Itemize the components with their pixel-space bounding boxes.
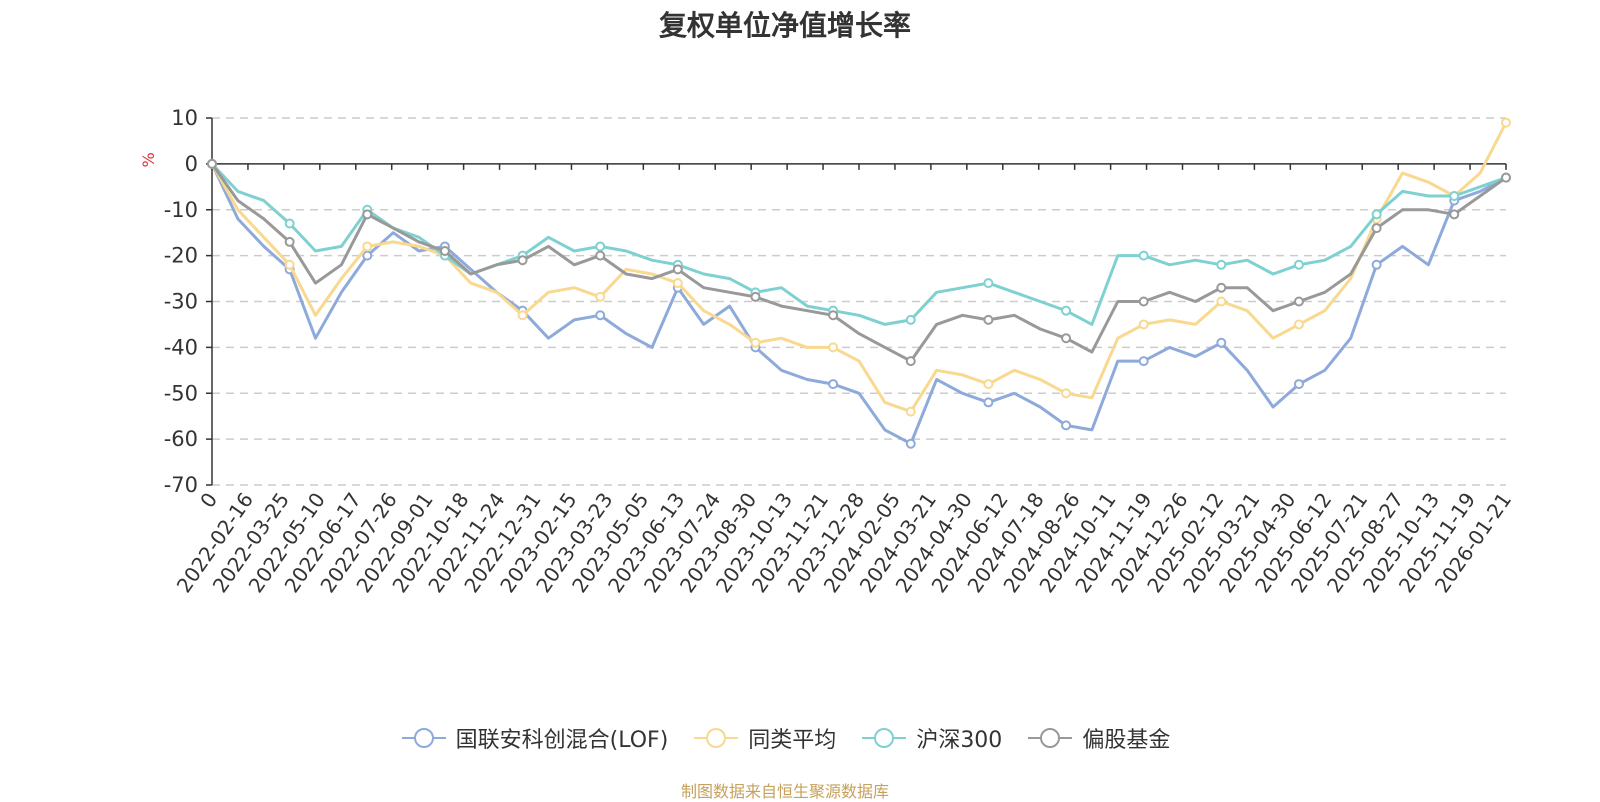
data-point[interactable]: [1216, 337, 1227, 348]
data-point[interactable]: [1216, 282, 1227, 293]
data-point[interactable]: [439, 246, 450, 257]
data-point[interactable]: [905, 356, 916, 367]
y-tick-label: -70: [164, 473, 198, 497]
data-point[interactable]: [983, 314, 994, 325]
data-point[interactable]: [1061, 305, 1072, 316]
y-tick-label: -10: [164, 198, 198, 222]
data-point[interactable]: [828, 379, 839, 390]
source-note: 制图数据来自恒生聚源数据库: [680, 782, 889, 801]
series-line-1[interactable]: [210, 121, 1508, 414]
y-tick-label: -40: [164, 335, 198, 359]
data-point[interactable]: [1293, 259, 1304, 270]
data-point[interactable]: [905, 314, 916, 325]
data-point[interactable]: [750, 337, 761, 348]
legend-label: 沪深300: [916, 728, 1003, 753]
data-point[interactable]: [1371, 209, 1382, 220]
y-tick-label: -30: [164, 290, 198, 314]
legend-item[interactable]: 同类平均: [692, 722, 836, 754]
data-point[interactable]: [1216, 296, 1227, 307]
data-point[interactable]: [595, 291, 606, 302]
data-point[interactable]: [1138, 319, 1149, 330]
data-point[interactable]: [672, 264, 683, 275]
data-point[interactable]: [595, 241, 606, 252]
legend-item[interactable]: 沪深300: [860, 722, 1002, 754]
data-point[interactable]: [517, 255, 528, 266]
data-point[interactable]: [1449, 209, 1460, 220]
data-point[interactable]: [1371, 223, 1382, 234]
series-lines: [207, 117, 1511, 449]
data-point[interactable]: [1061, 420, 1072, 431]
data-point[interactable]: [1501, 172, 1511, 183]
data-point[interactable]: [1138, 296, 1149, 307]
y-axis: 10 0 -10 -20 -30 -40 -50 -60 -70%: [139, 106, 213, 497]
legend-label: 偏股基金: [1082, 728, 1171, 753]
data-point[interactable]: [905, 438, 916, 449]
data-point[interactable]: [828, 310, 839, 321]
chart-title: 复权单位净值增长率: [658, 9, 911, 42]
data-point[interactable]: [1061, 388, 1072, 399]
data-point[interactable]: [362, 250, 373, 261]
grid-lines: [212, 117, 1506, 486]
x-tick-label: 0: [195, 488, 222, 512]
data-point[interactable]: [362, 241, 373, 252]
legend-line-icon: [1028, 728, 1073, 748]
data-point[interactable]: [1293, 319, 1304, 330]
y-axis-label: %: [139, 152, 158, 167]
y-tick-label: 0: [185, 152, 198, 176]
data-point[interactable]: [284, 218, 295, 229]
data-point[interactable]: [1061, 333, 1072, 344]
data-point[interactable]: [1138, 356, 1149, 367]
legend-label: 国联安科创混合(LOF): [455, 728, 669, 753]
series-line-0[interactable]: [210, 163, 1507, 446]
legend-item[interactable]: 偏股基金: [1026, 722, 1170, 754]
data-point[interactable]: [828, 342, 839, 353]
data-point[interactable]: [1501, 117, 1511, 128]
data-point[interactable]: [1216, 259, 1227, 270]
legend-label: 同类平均: [748, 728, 837, 753]
data-point[interactable]: [284, 259, 295, 270]
y-tick-label: -20: [164, 244, 198, 268]
data-point[interactable]: [595, 250, 606, 261]
data-point[interactable]: [284, 236, 295, 247]
data-point[interactable]: [1449, 190, 1460, 201]
legend-line-icon: [862, 728, 907, 748]
data-point[interactable]: [672, 278, 683, 289]
series-line-3[interactable]: [210, 163, 1507, 363]
data-point[interactable]: [983, 397, 994, 408]
data-point[interactable]: [1371, 259, 1382, 270]
data-point[interactable]: [983, 379, 994, 390]
legend: 国联安科创混合(LOF) 同类平均 沪深300 偏股基金: [0, 722, 1570, 754]
data-point[interactable]: [1293, 379, 1304, 390]
data-point[interactable]: [1293, 296, 1304, 307]
x-axis: 02022-02-162022-03-252022-05-102022-06-1…: [172, 163, 1516, 597]
legend-line-icon: [694, 728, 739, 748]
data-point[interactable]: [1138, 250, 1149, 261]
data-point[interactable]: [517, 310, 528, 321]
y-tick-label: 10: [171, 106, 198, 130]
y-tick-label: -60: [164, 427, 198, 451]
legend-item[interactable]: 国联安科创混合(LOF): [400, 722, 669, 754]
legend-line-icon: [401, 728, 446, 748]
data-point[interactable]: [983, 278, 994, 289]
line-chart: 10 0 -10 -20 -30 -40 -50 -60 -70% 02022-02-16202…: [139, 106, 1516, 597]
data-point[interactable]: [595, 310, 606, 321]
data-point[interactable]: [362, 209, 373, 220]
data-point[interactable]: [905, 406, 916, 417]
y-tick-label: -50: [164, 381, 198, 405]
data-point[interactable]: [207, 158, 217, 169]
data-point[interactable]: [750, 291, 761, 302]
